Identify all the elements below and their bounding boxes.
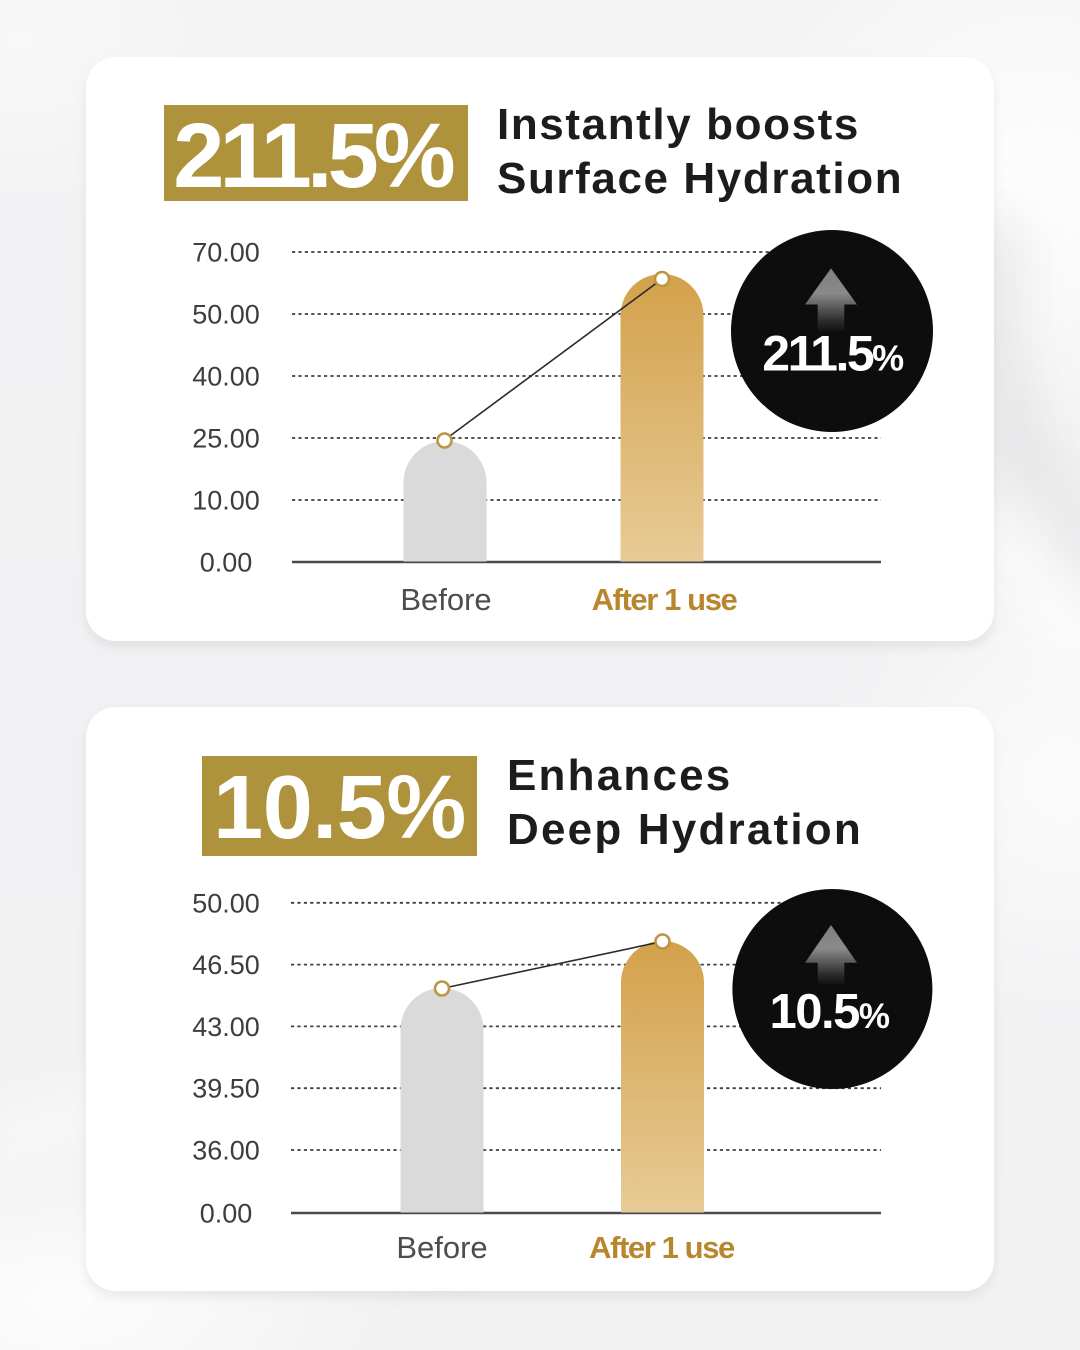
- svg-text:50.00: 50.00: [192, 300, 260, 330]
- svg-text:211.5%: 211.5%: [762, 326, 904, 382]
- svg-text:0.00: 0.00: [200, 548, 253, 578]
- svg-text:0.00: 0.00: [200, 1199, 253, 1229]
- svg-text:46.50: 46.50: [192, 950, 260, 980]
- svg-text:After 1 use: After 1 use: [592, 582, 738, 617]
- svg-text:10.00: 10.00: [192, 486, 260, 516]
- svg-text:Before: Before: [400, 582, 491, 617]
- svg-text:36.00: 36.00: [192, 1136, 260, 1166]
- svg-text:43.00: 43.00: [192, 1012, 260, 1042]
- svg-text:25.00: 25.00: [192, 424, 260, 454]
- svg-text:40.00: 40.00: [192, 362, 260, 392]
- svg-text:50.00: 50.00: [192, 888, 260, 918]
- svg-text:70.00: 70.00: [192, 238, 260, 268]
- svg-text:39.50: 39.50: [192, 1074, 260, 1104]
- svg-text:Before: Before: [396, 1230, 487, 1265]
- svg-text:After 1 use: After 1 use: [589, 1230, 735, 1265]
